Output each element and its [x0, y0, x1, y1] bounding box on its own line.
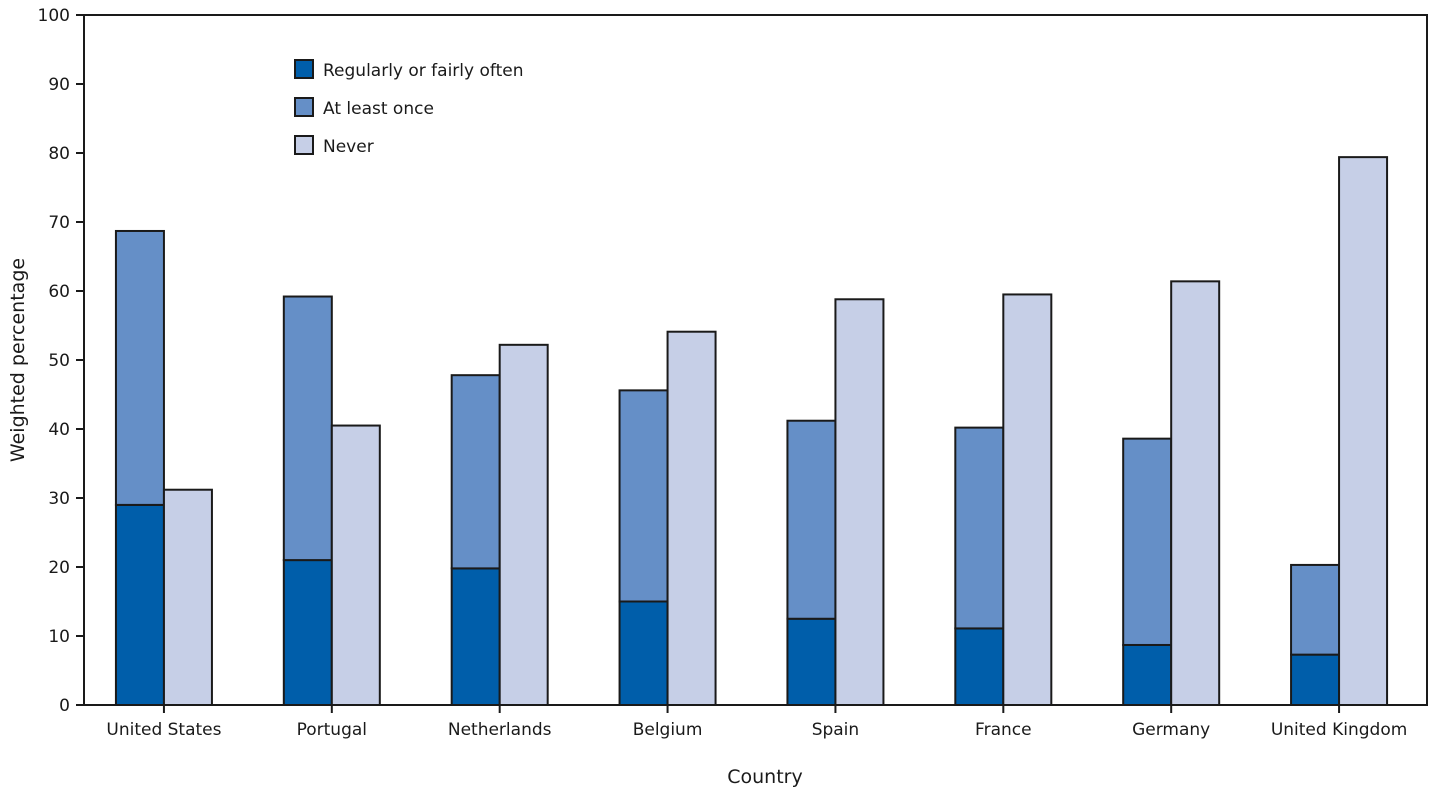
y-tick-label-40: 40: [48, 420, 70, 440]
bar-germany-regularly-or-fairly-often: [1122, 643, 1173, 706]
y-tick-label-0: 0: [59, 696, 70, 716]
bar-united-states-never: [162, 488, 213, 706]
bar-united-kingdom-at-least-once: [1290, 563, 1341, 656]
x-tick-label-spain: Spain: [812, 720, 860, 740]
bar-united-kingdom-never: [1338, 156, 1389, 706]
bar-germany-at-least-once: [1122, 437, 1173, 646]
x-axis-ticks: United States Portugal Netherlands Belgium S…: [106, 705, 1407, 740]
legend: Regularly or fairly often At least once Ne…: [294, 59, 523, 157]
y-tick-label-10: 10: [48, 627, 70, 647]
bar-spain-regularly-or-fairly-often: [786, 617, 837, 706]
legend-swatch-at-least-once: [294, 97, 314, 117]
y-tick-label-50: 50: [48, 351, 70, 371]
bar-belgium-at-least-once: [618, 389, 669, 603]
x-tick-label-france: France: [975, 720, 1032, 740]
bars-layer: [114, 156, 1389, 707]
bar-netherlands-never: [498, 343, 549, 706]
bar-france-at-least-once: [954, 426, 1005, 630]
y-tick-label-70: 70: [48, 213, 70, 233]
x-tick-label-germany: Germany: [1132, 720, 1210, 740]
bar-france-regularly-or-fairly-often: [954, 627, 1005, 706]
y-tick-label-90: 90: [48, 75, 70, 95]
bar-netherlands-at-least-once: [450, 374, 501, 570]
bar-germany-never: [1170, 280, 1221, 706]
legend-label-regularly-or-fairly-often: Regularly or fairly often: [323, 61, 523, 81]
y-axis-title: Weighted percentage: [7, 258, 29, 462]
y-tick-label-80: 80: [48, 144, 70, 164]
bar-belgium-never: [666, 330, 717, 706]
x-tick-label-belgium: Belgium: [633, 720, 703, 740]
y-tick-label-60: 60: [48, 282, 70, 302]
x-tick-label-portugal: Portugal: [297, 720, 367, 740]
bar-portugal-at-least-once: [282, 295, 333, 562]
legend-swatch-never: [294, 135, 314, 155]
y-tick-label-30: 30: [48, 489, 70, 509]
y-tick-label-20: 20: [48, 558, 70, 578]
legend-swatch-regularly-or-fairly-often: [294, 59, 314, 79]
bar-united-kingdom-regularly-or-fairly-often: [1290, 653, 1341, 707]
x-tick-label-united-kingdom: United Kingdom: [1271, 720, 1407, 740]
x-tick-label-netherlands: Netherlands: [448, 720, 552, 740]
legend-label-at-least-once: At least once: [323, 99, 434, 119]
legend-label-never: Never: [323, 137, 374, 157]
bar-netherlands-regularly-or-fairly-often: [450, 567, 501, 706]
x-tick-label-united-states: United States: [106, 720, 221, 740]
y-tick-label-100: 100: [38, 6, 70, 26]
bar-spain-never: [834, 298, 885, 706]
x-axis-title: Country: [727, 766, 802, 788]
y-axis-ticks: 0 10 20 30 40 50 60 70 80 90 100: [38, 6, 84, 716]
bar-belgium-regularly-or-fairly-often: [618, 600, 669, 706]
bar-united-states-at-least-once: [114, 229, 165, 506]
bar-spain-at-least-once: [786, 419, 837, 620]
bar-portugal-regularly-or-fairly-often: [282, 559, 333, 706]
bar-france-never: [1002, 293, 1053, 706]
bar-united-states-regularly-or-fairly-often: [114, 503, 165, 706]
bar-portugal-never: [330, 424, 381, 706]
